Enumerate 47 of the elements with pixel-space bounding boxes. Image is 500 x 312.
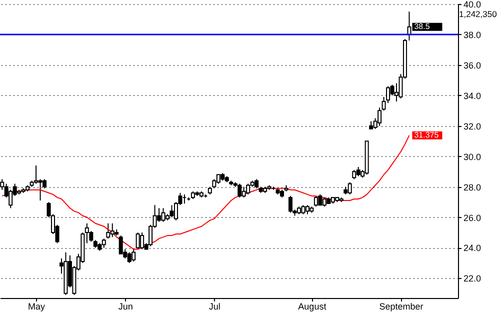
y-tick-label: 38.0 (464, 30, 482, 40)
candlestick (378, 107, 382, 126)
y-tick-label: 36.0 (464, 60, 482, 70)
candlestick (118, 235, 123, 254)
x-tick-label: Jun (118, 302, 133, 312)
candlestick (314, 195, 318, 208)
y-tick-label: 26.0 (464, 212, 482, 223)
text: 38.5 (414, 22, 430, 31)
candlestick (254, 178, 259, 189)
x-tick-label: August (298, 302, 327, 312)
candlestick (216, 174, 220, 184)
y-tick-label: 40.0 (464, 0, 482, 10)
candlestick (102, 238, 106, 248)
candlestick (132, 248, 136, 262)
candlestick (305, 204, 310, 215)
y-tick-label: 30.0 (464, 152, 482, 162)
candlestick (352, 170, 356, 180)
candlestick (38, 178, 42, 202)
candlestick (356, 166, 360, 177)
candlestick (301, 204, 306, 215)
candlestick (136, 232, 140, 250)
candlestick (140, 232, 144, 250)
candlestick (246, 183, 250, 195)
candlestick (318, 194, 322, 206)
data-label: 31.375 (414, 130, 440, 140)
candlestick (348, 182, 352, 195)
candlestick (84, 222, 89, 244)
candlestick (161, 208, 166, 222)
candlestick (242, 186, 246, 198)
candlestick (127, 252, 132, 264)
x-tick-label: Jul (208, 302, 220, 312)
x-tick-label: September (379, 302, 424, 312)
candlestick (170, 204, 174, 218)
candlestick (322, 196, 326, 208)
x-tick-label: May (28, 302, 46, 312)
y-tick-label: 34.0 (464, 90, 482, 101)
y-tick-label: 22.0 (464, 274, 482, 284)
text: 1,242,350 (459, 9, 498, 19)
candlestick (110, 222, 114, 238)
candlestick (34, 164, 38, 184)
y-tick-label: 24.0 (464, 243, 482, 254)
candlestick (288, 195, 292, 214)
line-series (2, 134, 410, 250)
y-tick-label: 28.0 (464, 182, 482, 192)
y-tick-label: 32.0 (464, 121, 482, 132)
candlestick (238, 183, 242, 198)
candlestick (106, 222, 110, 240)
